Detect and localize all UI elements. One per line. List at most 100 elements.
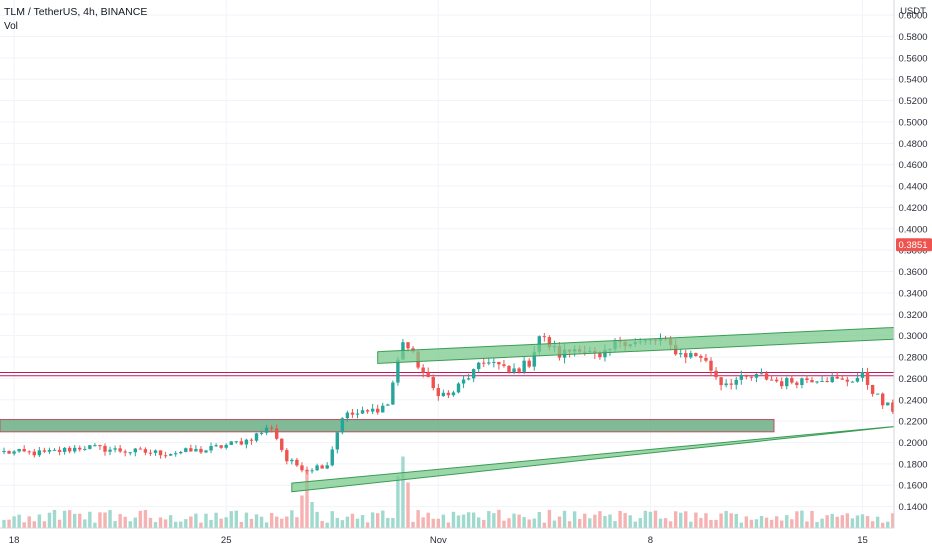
volume-bar-164: [830, 513, 834, 528]
candle-body-162: [820, 381, 824, 383]
volume-bar-63: [320, 520, 324, 528]
y-tick-label-23: 0.1400: [898, 502, 927, 513]
candle-body-156: [790, 378, 794, 383]
candle-body-155: [785, 378, 789, 387]
volume-bar-28: [143, 510, 148, 528]
volume-bar-106: [537, 512, 541, 528]
volume-bar-45: [229, 511, 233, 528]
candle-body-67: [340, 418, 345, 433]
volume-bar-14: [73, 513, 77, 528]
volume-bar-118: [598, 511, 602, 528]
y-tick-label-4: 0.5200: [898, 96, 927, 107]
volume-bar-162: [820, 518, 824, 528]
y-tick-label-9: 0.4200: [898, 203, 927, 214]
candle-body-55: [280, 438, 284, 450]
volume-bar-53: [269, 512, 274, 528]
volume-bar-141: [714, 519, 718, 528]
candle-body-164: [830, 376, 834, 383]
volume-bar-0: [2, 519, 6, 528]
volume-bar-27: [138, 510, 143, 528]
volume-bar-111: [562, 510, 567, 528]
candle-body-71: [360, 410, 365, 414]
volume-bar-173: [875, 516, 880, 528]
y-tick-label-1: 0.5800: [898, 32, 927, 43]
volume-bar-47: [239, 521, 244, 528]
volume-bar-75: [381, 510, 385, 528]
volume-bar-95: [482, 519, 486, 528]
y-tick-label-20: 0.2000: [898, 438, 927, 449]
volume-bar-100: [507, 518, 511, 528]
volume-bar-96: [487, 511, 491, 528]
volume-bar-56: [285, 516, 289, 528]
candle-body-151: [764, 373, 769, 380]
volume-bar-127: [643, 510, 648, 528]
candle-body-99: [502, 364, 506, 366]
volume-bar-13: [67, 510, 72, 528]
candle-body-20: [103, 445, 107, 452]
volume-bar-159: [805, 521, 809, 528]
volume-bar-65: [330, 511, 334, 528]
candle-body-43: [219, 445, 223, 448]
volume-bar-93: [471, 512, 476, 528]
candle-body-5: [27, 451, 31, 453]
candle-body-34: [174, 453, 178, 455]
volume-bar-69: [350, 513, 355, 528]
candle-body-85: [431, 376, 435, 389]
candle-body-72: [365, 410, 370, 412]
volume-bar-62: [315, 511, 319, 528]
y-tick-label-15: 0.3000: [898, 331, 927, 342]
volume-bar-41: [209, 519, 213, 528]
volume-bar-105: [532, 518, 536, 528]
candle-body-142: [719, 377, 723, 386]
y-tick-label-13: 0.3400: [898, 288, 927, 299]
candle-body-65: [330, 449, 334, 466]
pattern-drawings: [291, 244, 932, 493]
volume-bar-89: [451, 511, 456, 528]
candle-body-18: [93, 445, 97, 447]
candle-body-134: [679, 353, 683, 355]
volume-bar-20: [103, 512, 107, 528]
volume-bar-132: [668, 521, 673, 528]
volume-bar-79: [401, 456, 405, 528]
y-tick-label-14: 0.3200: [898, 310, 927, 321]
candle-body-161: [815, 381, 819, 383]
volume-bar-21: [108, 510, 112, 528]
candle-body-7: [37, 450, 42, 456]
volume-bar-67: [340, 520, 345, 528]
volume-bar-172: [870, 521, 875, 528]
volume-bar-77: [391, 517, 395, 528]
candle-body-14: [73, 447, 77, 452]
candle-body-89: [451, 392, 456, 396]
volume-bar-171: [865, 516, 870, 528]
y-tick-label-10: 0.4000: [898, 224, 927, 235]
candle-body-95: [482, 362, 486, 364]
volume-bar-131: [663, 518, 668, 528]
volume-bar-90: [456, 515, 461, 528]
candle-body-38: [194, 448, 198, 452]
volume-bar-174: [881, 522, 885, 528]
volume-bar-139: [704, 513, 708, 528]
volume-bar-113: [572, 511, 577, 528]
volume-bar-2: [12, 516, 16, 528]
volume-bar-43: [219, 518, 223, 528]
volume-bar-60: [305, 469, 309, 528]
y-tick-label-22: 0.1600: [898, 481, 927, 492]
volume-bar-71: [360, 515, 365, 528]
y-tick-label-21: 0.1800: [898, 459, 927, 470]
volume-bar-99: [502, 520, 506, 528]
candle-body-23: [118, 448, 122, 452]
volume-bar-101: [512, 513, 516, 528]
volume-bar-157: [795, 511, 799, 528]
volume-bar-156: [790, 519, 794, 528]
candle-body-45: [229, 441, 233, 445]
symbol-label[interactable]: TLM / TetherUS, 4h, BINANCE: [4, 6, 147, 18]
volume-label[interactable]: Vol: [4, 21, 18, 32]
y-tick-label-7: 0.4600: [898, 160, 927, 171]
candle-body-47: [239, 441, 244, 445]
y-tick-label-16: 0.2800: [898, 353, 927, 364]
volume-bar-119: [603, 516, 607, 528]
volume-bar-128: [648, 511, 653, 528]
volume-bar-114: [578, 519, 582, 528]
